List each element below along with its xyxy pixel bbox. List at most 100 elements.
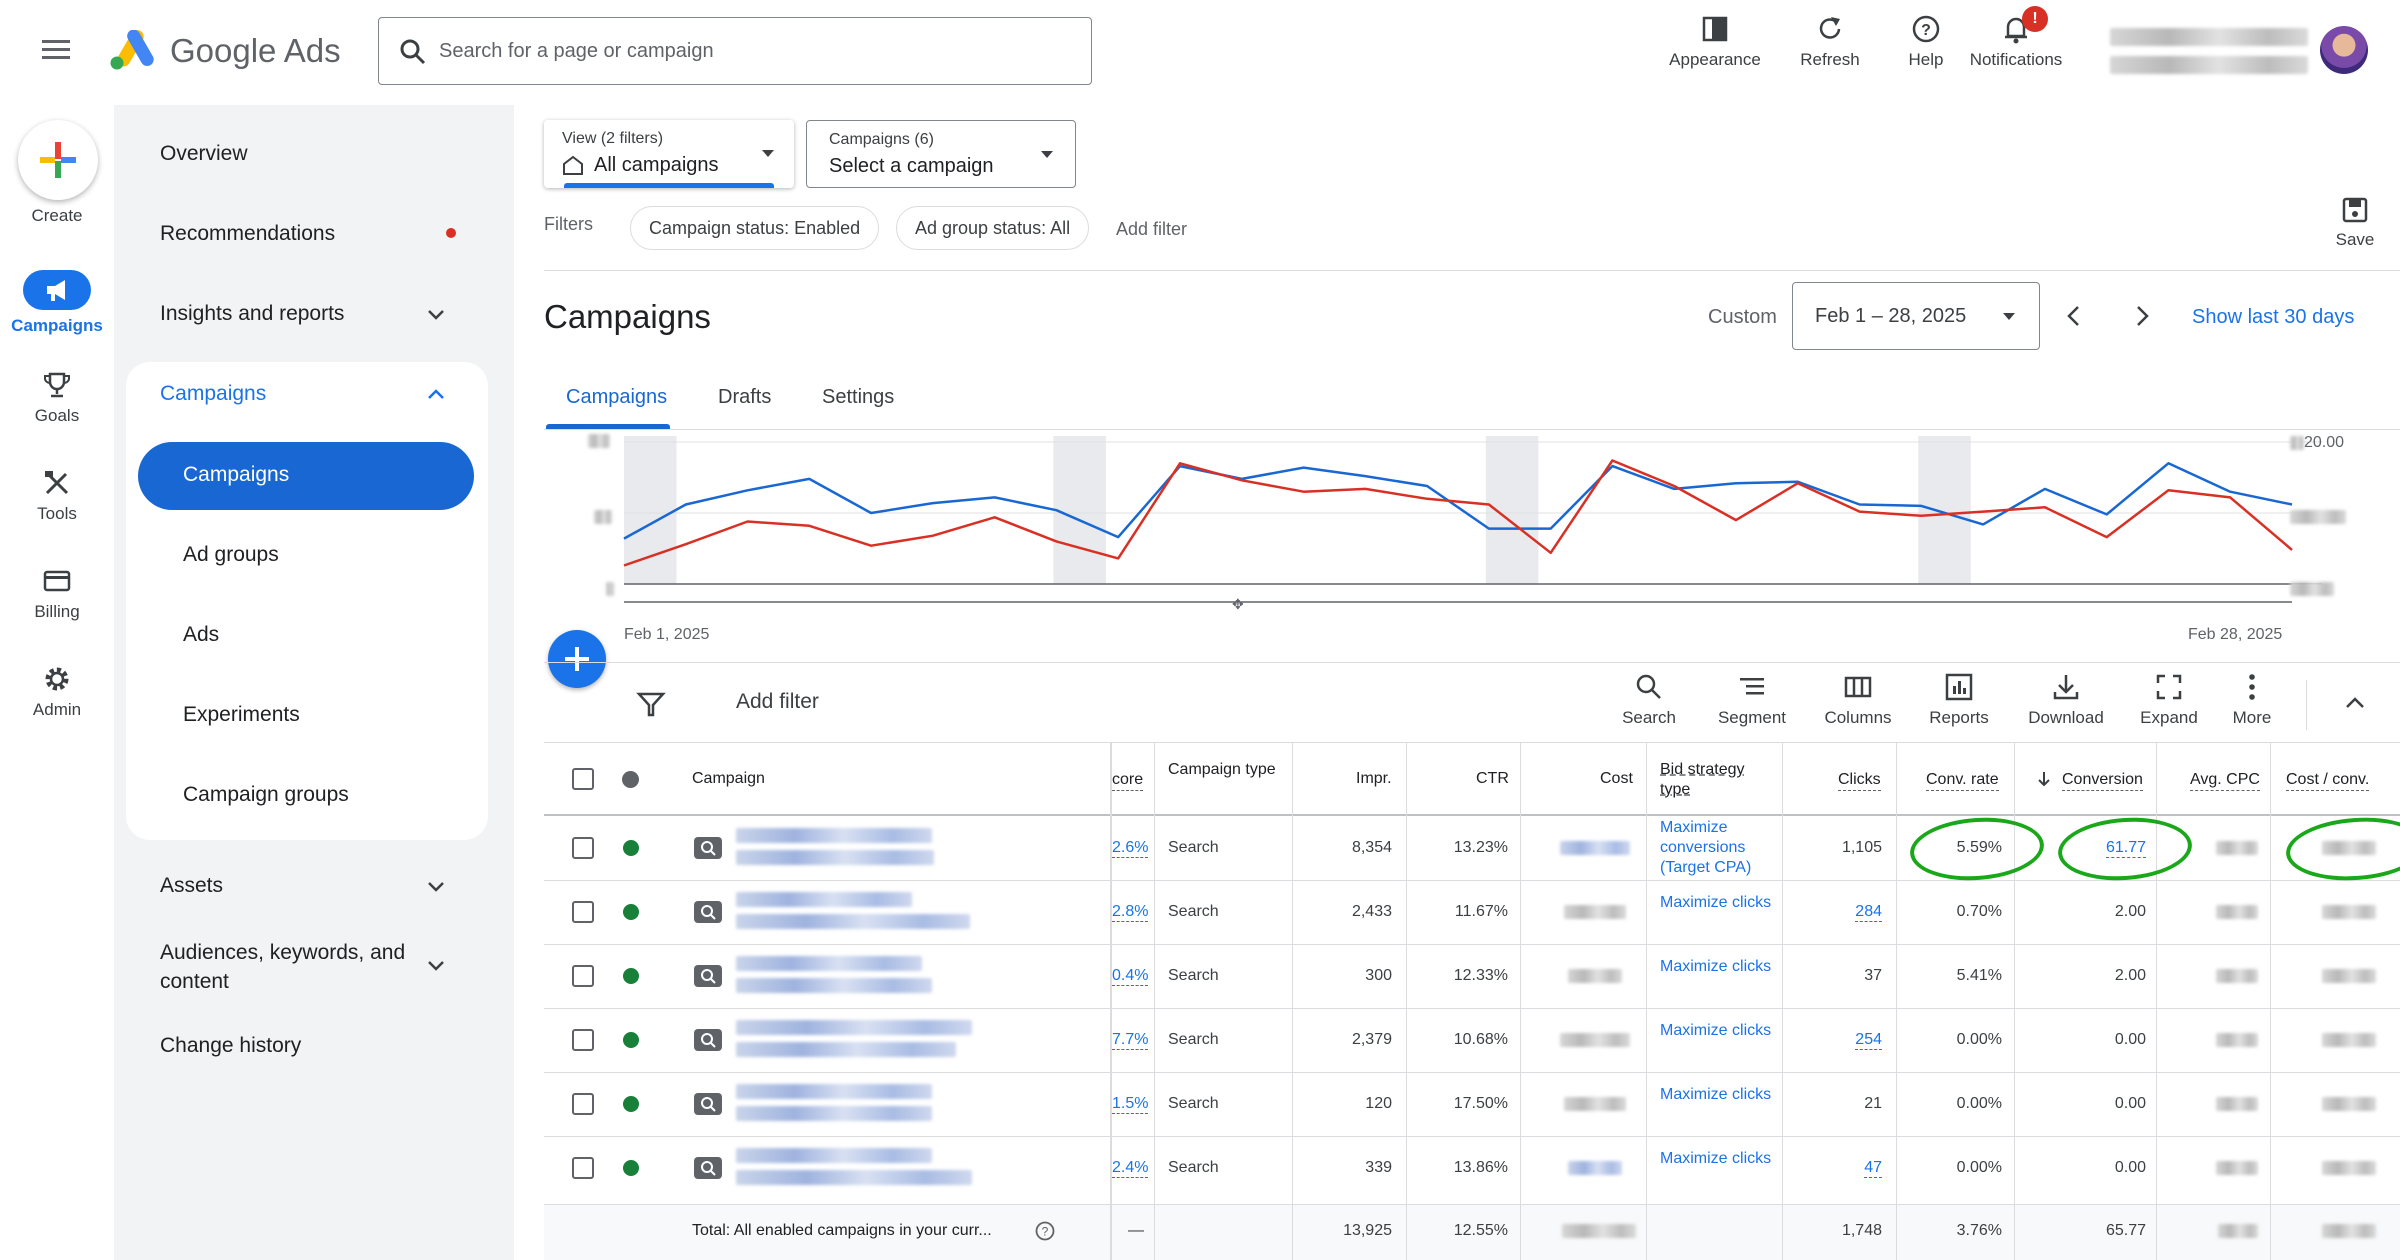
notifications-button[interactable]: Notifications !	[1962, 6, 2070, 70]
collapse-icon[interactable]	[2340, 688, 2370, 718]
help-button[interactable]: ? Help	[1896, 14, 1956, 70]
chart-resize-handle[interactable]: ✥	[1232, 596, 1244, 612]
clicks[interactable]: 47	[1790, 1159, 1882, 1178]
rail-goals[interactable]: Goals	[0, 370, 114, 426]
optimization-score[interactable]: 2.6%	[1112, 839, 1149, 858]
optimization-score[interactable]: 2.8%	[1112, 903, 1149, 922]
chevron-down-icon[interactable]	[424, 303, 448, 327]
nav-campaigns-active[interactable]	[138, 442, 474, 510]
nav-ads[interactable]: Ads	[183, 623, 220, 646]
header-cost[interactable]: Cost	[1600, 770, 1633, 787]
row-checkbox[interactable]	[572, 1029, 594, 1051]
bid-strategy-link[interactable]: Maximize clicks	[1660, 1086, 1772, 1103]
row-checkbox[interactable]	[572, 901, 594, 923]
chevron-up-icon[interactable]	[424, 382, 448, 406]
bid-strategy-link[interactable]: Maximize clicks	[1660, 958, 1772, 975]
google-ads-logo[interactable]	[108, 30, 154, 70]
table-add-filter[interactable]: Add filter	[736, 690, 819, 713]
nav-experiments[interactable]: Experiments	[183, 703, 300, 726]
header-cost-per-conv[interactable]: Cost / conv.	[2286, 771, 2370, 791]
nav-insights[interactable]: Insights and reports	[160, 302, 345, 325]
rail-admin[interactable]: Admin	[0, 664, 114, 720]
campaign-name-link[interactable]	[736, 892, 912, 907]
header-campaign[interactable]: Campaign	[692, 770, 765, 787]
header-bid-strategy-type[interactable]: Bid strategy type	[1660, 761, 1745, 798]
date-range-select[interactable]: Feb 1 – 28, 2025	[1792, 282, 2040, 350]
avatar[interactable]	[2320, 26, 2368, 74]
optimization-score[interactable]: 0.4%	[1112, 967, 1149, 986]
chevron-down-icon[interactable]	[424, 954, 448, 978]
campaign-select[interactable]: Campaigns (6) Select a campaign	[806, 120, 1076, 188]
rail-campaigns[interactable]: Campaigns	[0, 270, 114, 336]
optimization-score[interactable]: 2.4%	[1112, 1159, 1149, 1178]
previous-period-icon[interactable]	[2060, 302, 2088, 330]
row-checkbox[interactable]	[572, 1157, 594, 1179]
bid-strategy-link[interactable]: Maximize clicks	[1660, 1150, 1772, 1167]
header-optimization-score[interactable]: core	[1112, 771, 1144, 791]
save-button[interactable]: Save	[2320, 196, 2390, 250]
filter-chip-campaign-status[interactable]: Campaign status: Enabled	[630, 206, 880, 250]
toolbar-more-button[interactable]: More	[2222, 672, 2282, 728]
bid-strategy-link[interactable]: Maximize conversions (Target CPA)	[1660, 819, 1752, 876]
clicks[interactable]: 254	[1790, 1031, 1882, 1050]
weekend-band	[1918, 436, 1971, 584]
nav-ad-groups[interactable]: Ad groups	[183, 543, 279, 566]
nav-campaign-groups[interactable]: Campaign groups	[183, 783, 349, 806]
nav-audiences[interactable]: Audiences, keywords, and content	[160, 941, 406, 993]
clicks[interactable]: 284	[1790, 903, 1882, 922]
tab-campaigns[interactable]: Campaigns	[566, 386, 668, 408]
search-box[interactable]: Search for a page or campaign	[378, 17, 1092, 85]
toolbar-search-button[interactable]: Search	[1614, 672, 1684, 728]
header-impr[interactable]: Impr.	[1356, 770, 1392, 787]
optimization-score[interactable]: 1.5%	[1112, 1095, 1149, 1114]
nav-assets[interactable]: Assets	[160, 874, 224, 897]
conversions[interactable]: 61.77	[2022, 839, 2146, 858]
search-campaign-icon	[694, 1157, 722, 1179]
bid-strategy-link[interactable]: Maximize clicks	[1660, 1022, 1772, 1039]
header-conv-rate[interactable]: Conv. rate	[1926, 771, 1999, 791]
filter-chip-ad-group-status[interactable]: Ad group status: All	[896, 206, 1090, 250]
header-campaign-type[interactable]: Campaign type	[1168, 761, 1276, 778]
create-button[interactable]	[18, 120, 98, 200]
view-select[interactable]: View (2 filters) All campaigns	[544, 120, 794, 188]
toolbar-expand-button[interactable]: Expand	[2134, 672, 2204, 728]
bid-strategy-link[interactable]: Maximize clicks	[1660, 894, 1772, 911]
campaign-name-link[interactable]	[736, 956, 922, 971]
row-checkbox[interactable]	[572, 965, 594, 987]
nav-overview[interactable]: Overview	[160, 142, 248, 165]
help-icon[interactable]: ?	[1034, 1220, 1056, 1242]
campaign-name-link[interactable]	[736, 828, 932, 843]
campaign-name-link[interactable]	[736, 1020, 972, 1035]
toolbar-reports-button[interactable]: Reports	[1922, 672, 1996, 728]
campaign-name-link[interactable]	[736, 1084, 932, 1099]
rail-billing[interactable]: Billing	[0, 566, 114, 622]
nav-recommendations[interactable]: Recommendations	[160, 222, 336, 245]
nav-change-history[interactable]: Change history	[160, 1034, 302, 1057]
select-all-checkbox[interactable]	[572, 768, 594, 790]
add-campaign-fab[interactable]	[548, 630, 606, 688]
campaign-name-link[interactable]	[736, 1148, 932, 1163]
chevron-down-icon[interactable]	[424, 875, 448, 899]
add-filter-link[interactable]: Add filter	[1116, 219, 1188, 239]
nav-campaigns-group[interactable]: Campaigns	[160, 382, 267, 405]
row-checkbox[interactable]	[572, 837, 594, 859]
header-ctr[interactable]: CTR	[1476, 770, 1509, 787]
appearance-button[interactable]: Appearance	[1660, 14, 1770, 70]
header-avg-cpc[interactable]: Avg. CPC	[2190, 771, 2260, 791]
toolbar-segment-button[interactable]: Segment	[1712, 672, 1792, 728]
next-period-icon[interactable]	[2128, 302, 2156, 330]
header-conversions[interactable]: Conversion	[2062, 771, 2143, 791]
refresh-button[interactable]: Refresh	[1790, 14, 1870, 70]
toolbar-columns-button[interactable]: Columns	[1816, 672, 1900, 728]
tab-settings[interactable]: Settings	[822, 386, 895, 408]
header-clicks[interactable]: Clicks	[1838, 771, 1881, 791]
rail-billing-label: Billing	[34, 602, 80, 621]
optimization-score[interactable]: 7.7%	[1112, 1031, 1149, 1050]
toolbar-download-button[interactable]: Download	[2020, 672, 2112, 728]
row-checkbox[interactable]	[572, 1093, 594, 1115]
filter-icon[interactable]	[636, 690, 666, 718]
show-last-30-days-link[interactable]: Show last 30 days	[2192, 306, 2355, 328]
tab-drafts[interactable]: Drafts	[718, 386, 772, 408]
rail-tools[interactable]: Tools	[0, 468, 114, 524]
menu-icon[interactable]	[42, 38, 72, 62]
